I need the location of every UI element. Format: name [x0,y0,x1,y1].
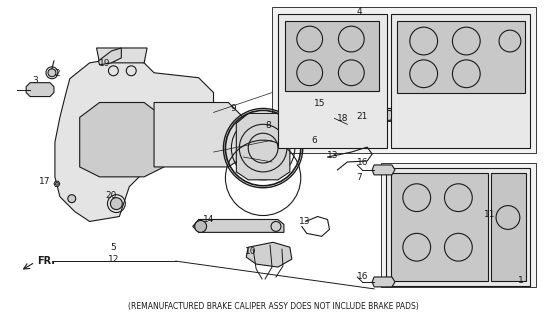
Circle shape [55,182,59,185]
Text: 15: 15 [314,99,325,108]
Polygon shape [278,14,387,148]
Polygon shape [391,173,488,281]
Circle shape [48,69,56,77]
Polygon shape [236,113,290,180]
Text: 6: 6 [312,136,317,145]
Text: 8: 8 [265,121,271,130]
Circle shape [110,198,123,210]
Polygon shape [381,163,536,287]
Text: FR.: FR. [37,256,55,266]
Polygon shape [491,173,526,281]
Text: 5: 5 [110,243,117,252]
Circle shape [68,195,75,203]
Circle shape [353,125,356,129]
Text: 9: 9 [230,104,236,113]
Polygon shape [397,21,525,92]
Polygon shape [80,102,164,177]
Polygon shape [98,48,121,65]
Text: 12: 12 [108,255,119,264]
Text: 7: 7 [357,173,362,182]
Text: 13: 13 [299,217,311,226]
Polygon shape [372,165,395,175]
Text: 14: 14 [203,215,214,224]
Text: 1: 1 [518,276,523,285]
Polygon shape [285,21,379,91]
Polygon shape [272,7,536,153]
Text: 10: 10 [245,247,256,256]
Circle shape [304,109,316,121]
Polygon shape [368,118,374,123]
Text: 20: 20 [106,191,117,200]
Text: (REMANUFACTURED BRAKE CALIPER ASSY DOES NOT INCLUDE BRAKE PADS): (REMANUFACTURED BRAKE CALIPER ASSY DOES … [127,302,418,311]
Polygon shape [386,168,529,286]
Polygon shape [55,58,213,221]
Polygon shape [351,124,358,130]
Polygon shape [154,102,243,167]
Text: 4: 4 [357,7,362,16]
Polygon shape [391,14,529,148]
Text: 16: 16 [357,158,368,167]
Text: 2: 2 [54,69,60,78]
Text: 13: 13 [327,150,338,160]
Polygon shape [246,242,292,267]
Polygon shape [26,83,54,97]
Polygon shape [54,181,60,186]
Text: 11: 11 [484,210,496,219]
Circle shape [370,119,373,122]
Text: 18: 18 [336,114,348,123]
Text: 16: 16 [357,272,368,282]
Text: 19: 19 [98,59,110,68]
Polygon shape [302,108,397,121]
Circle shape [195,220,207,232]
Text: 17: 17 [39,177,51,186]
Text: 21: 21 [357,112,368,121]
Text: 3: 3 [32,76,38,85]
Polygon shape [372,277,395,287]
Polygon shape [193,220,284,232]
Polygon shape [97,48,147,63]
